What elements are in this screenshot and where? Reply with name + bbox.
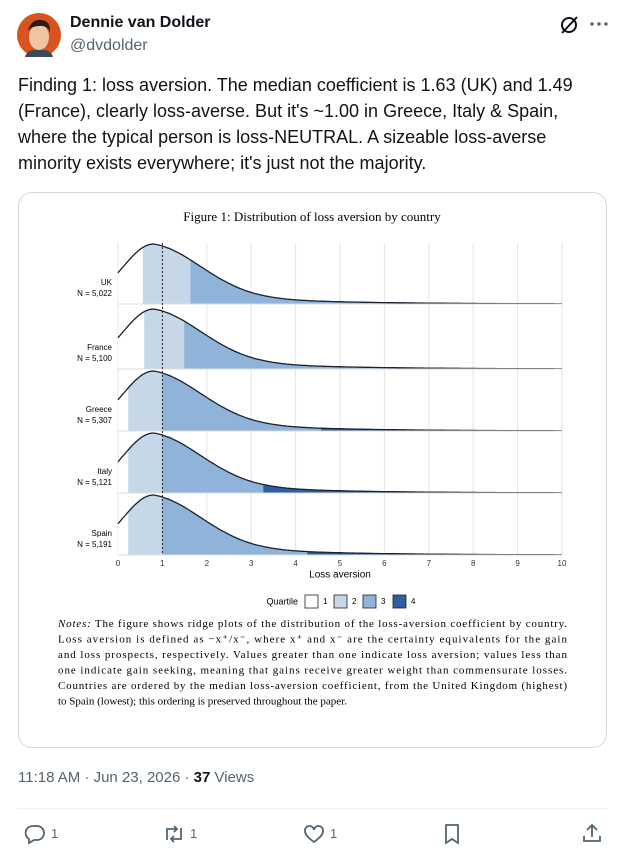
quartile-region — [128, 433, 163, 493]
quartile-region — [142, 244, 191, 304]
x-tick-label: 3 — [249, 559, 254, 568]
notes-line: Loss aversion is defined as −x⁺/x⁻, wher… — [58, 633, 568, 645]
notes-label: Notes: — [57, 618, 91, 630]
quartile-region — [118, 387, 129, 431]
legend-label: 3 — [381, 597, 386, 606]
x-tick-label: 7 — [427, 559, 432, 568]
notes-text: to Spain (lowest); this ordering is pres… — [58, 695, 347, 707]
x-tick-label: 10 — [558, 559, 567, 568]
view-count: 37 — [193, 769, 211, 786]
quartile-region — [162, 373, 321, 431]
notes-text: one indicate gain seeking, meaning that … — [58, 664, 567, 676]
views-label: Views — [210, 769, 255, 786]
quartile-region — [128, 495, 163, 555]
author-name[interactable]: Dennie van Dolder — [70, 14, 211, 31]
notes-line: one indicate gain seeking, meaning that … — [58, 664, 567, 676]
legend-label: 4 — [411, 597, 416, 606]
country-label: UK — [101, 278, 113, 287]
tweet-image[interactable]: Figure 1: Distribution of loss aversion … — [18, 192, 607, 748]
figure: Figure 1: Distribution of loss aversion … — [57, 209, 568, 707]
legend-label: 1 — [323, 597, 328, 606]
country-label: France — [87, 343, 112, 352]
repost-count: 1 — [190, 826, 198, 841]
author-handle[interactable]: @dvdolder — [70, 37, 148, 54]
reply-icon[interactable] — [24, 823, 46, 845]
quartile-region — [118, 449, 129, 493]
quartile-region — [320, 428, 562, 431]
x-tick-label: 5 — [338, 559, 343, 568]
grok-icon[interactable] — [558, 14, 580, 36]
x-tick-label: 2 — [205, 559, 210, 568]
notes-text: The figure shows ridge plots of the dist… — [92, 618, 568, 630]
notes-line: and loss prospects, respectively. Values… — [58, 649, 567, 661]
more-icon[interactable] — [589, 16, 609, 32]
avatar[interactable] — [17, 13, 61, 57]
notes-text: and loss prospects, respectively. Values… — [58, 649, 567, 661]
quartile-region — [144, 309, 185, 369]
tweet-text: minority exists everywhere; it's just no… — [18, 153, 427, 173]
country-label: Italy — [97, 467, 112, 476]
tweet-text: Finding 1: loss aversion. The median coe… — [18, 75, 573, 95]
quartile-region — [162, 497, 308, 555]
x-tick-label: 8 — [471, 559, 476, 568]
tweet-meta: 11:18 AM · Jun 23, 2026 · 37 Views — [18, 769, 254, 786]
quartile-region — [118, 311, 145, 369]
x-tick-label: 4 — [293, 559, 298, 568]
notes-text: Countries are ordered by the median loss… — [58, 680, 567, 692]
repost-icon[interactable] — [162, 823, 186, 845]
quartile-region — [118, 247, 143, 304]
country-label: Spain — [92, 529, 112, 538]
legend-label: 2 — [352, 597, 357, 606]
share-icon[interactable] — [581, 822, 603, 844]
notes-line: to Spain (lowest); this ordering is pres… — [58, 695, 347, 707]
n-label: N = 5,121 — [77, 478, 112, 487]
notes-line: Notes: The figure shows ridge plots of t… — [57, 618, 567, 630]
bookmark-icon[interactable] — [442, 823, 462, 845]
x-tick-label: 0 — [116, 559, 121, 568]
legend-swatch — [362, 594, 377, 609]
quartile-region — [128, 371, 163, 431]
n-label: N = 5,100 — [77, 354, 112, 363]
n-label: N = 5,307 — [77, 416, 112, 425]
quartile-region — [307, 551, 562, 555]
reply-count: 1 — [51, 826, 59, 841]
tweet-text: (France), clearly loss-averse. But it's … — [18, 101, 559, 121]
country-label: Greece — [86, 405, 113, 414]
n-label: N = 5,191 — [77, 540, 112, 549]
n-label: N = 5,022 — [77, 289, 112, 298]
x-tick-label: 9 — [515, 559, 520, 568]
x-tick-label: 6 — [382, 559, 387, 568]
x-axis-label: Loss aversion — [309, 570, 371, 581]
quartile-region — [190, 259, 429, 304]
legend-swatch — [304, 594, 319, 609]
quartile-region — [184, 321, 420, 369]
legend-title: Quartile — [266, 596, 298, 606]
legend-swatch — [333, 594, 348, 609]
notes-line: Countries are ordered by the median loss… — [58, 680, 567, 692]
timestamp[interactable]: 11:18 AM · Jun 23, 2026 · — [18, 769, 194, 786]
tweet-text: where the typical person is loss-NEUTRAL… — [18, 127, 547, 147]
divider — [18, 808, 608, 809]
quartile-region — [118, 511, 129, 555]
notes-text: Loss aversion is defined as −x⁺/x⁻, wher… — [58, 633, 568, 645]
x-tick-label: 1 — [160, 559, 165, 568]
like-count: 1 — [330, 826, 338, 841]
like-icon[interactable] — [302, 823, 326, 845]
legend-swatch — [392, 594, 407, 609]
chart-title: Figure 1: Distribution of loss aversion … — [183, 209, 441, 224]
